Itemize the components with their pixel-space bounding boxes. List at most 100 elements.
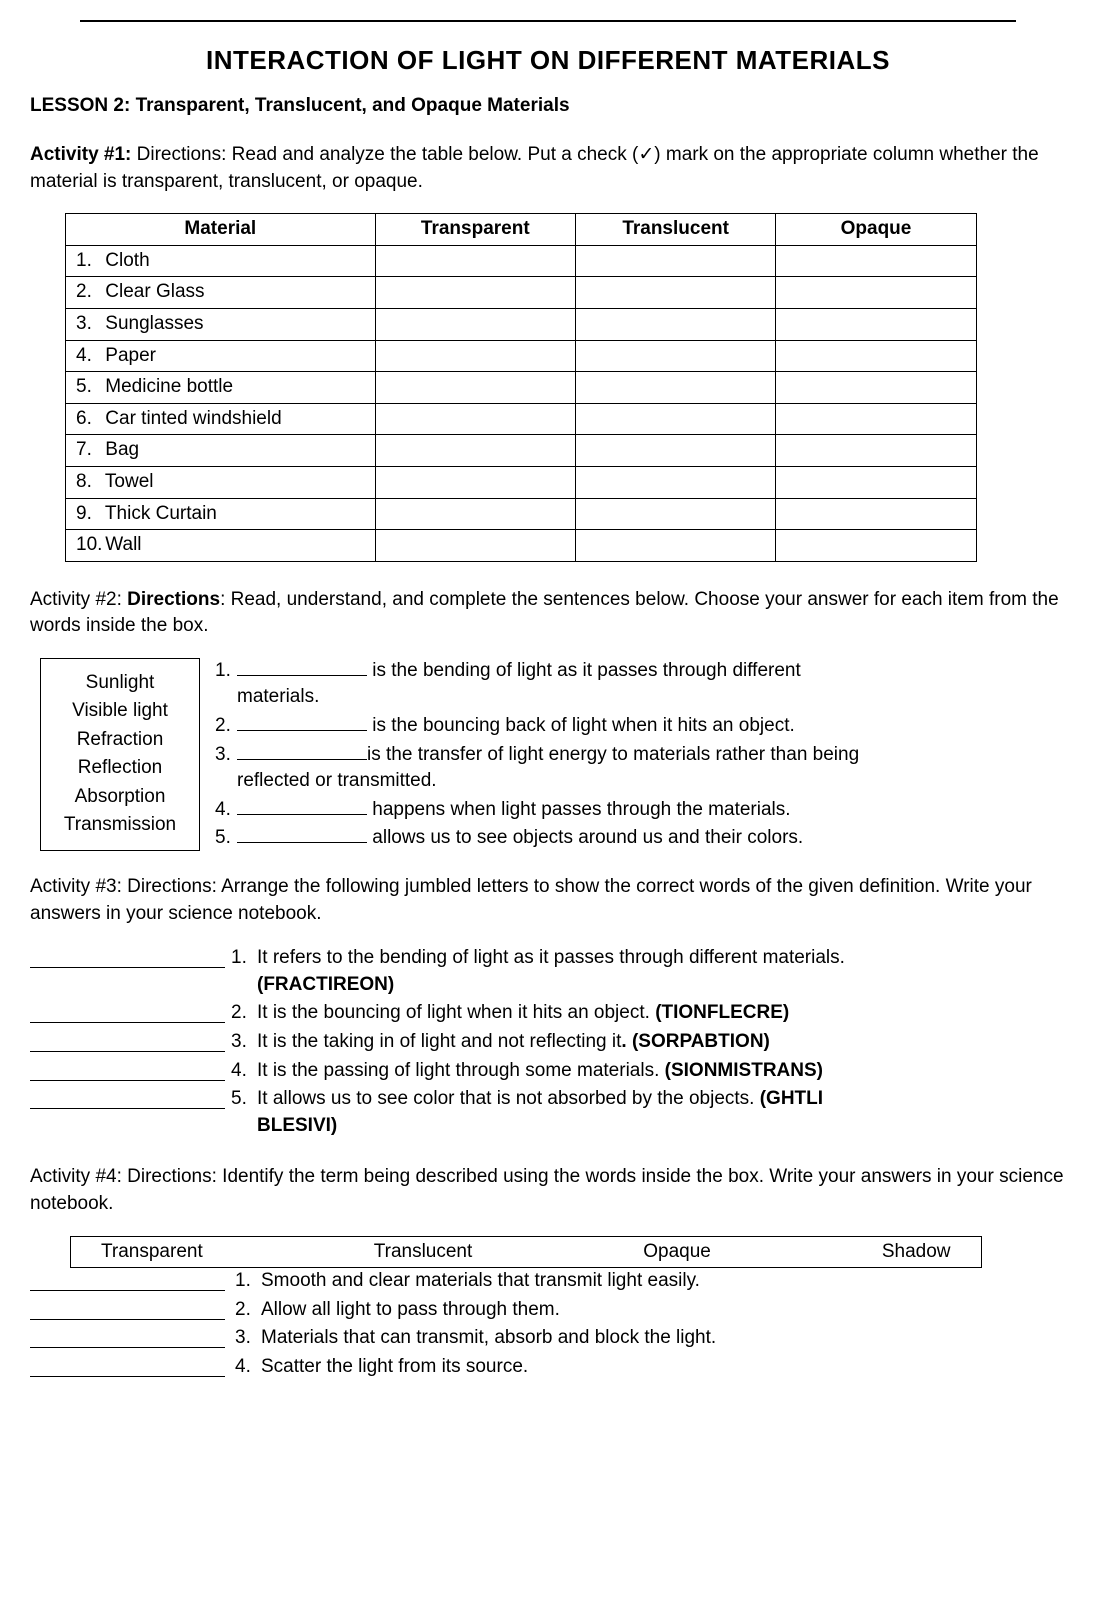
item-number: 2. xyxy=(231,1000,257,1027)
blank-line[interactable] xyxy=(237,814,367,815)
answer-blank[interactable] xyxy=(30,1268,225,1291)
activity4-wordbox: Transparent Translucent Opaque Shadow xyxy=(70,1236,982,1269)
table-row: 8. Towel xyxy=(66,466,977,498)
item-number: 2. xyxy=(215,713,237,740)
check-cell[interactable] xyxy=(375,466,575,498)
blank-line[interactable] xyxy=(237,759,367,760)
check-cell[interactable] xyxy=(375,340,575,372)
box-word: Shadow xyxy=(882,1239,951,1266)
activity4-intro: Activity #4: Directions: Identify the te… xyxy=(30,1164,1066,1217)
check-cell[interactable] xyxy=(575,466,775,498)
table-row: 2. Clear Glass xyxy=(66,277,977,309)
item-number: 4. xyxy=(215,797,237,824)
item-text: allows us to see objects around us and t… xyxy=(237,825,1066,852)
identify-item: 3.Materials that can transmit, absorb an… xyxy=(30,1325,1066,1352)
activity3-intro: Activity #3: Directions: Arrange the fol… xyxy=(30,874,1066,927)
check-cell[interactable] xyxy=(776,498,976,530)
check-cell[interactable] xyxy=(575,403,775,435)
blank-line[interactable] xyxy=(237,730,367,731)
check-cell[interactable] xyxy=(776,530,976,562)
word-option: Reflection xyxy=(55,754,185,783)
col-transparent: Transparent xyxy=(375,214,575,246)
blank-line[interactable] xyxy=(237,675,367,676)
table-row: 4. Paper xyxy=(66,340,977,372)
word-option: Absorption xyxy=(55,783,185,812)
activity2-layout: SunlightVisible lightRefractionReflectio… xyxy=(30,658,1066,854)
item-text: is the bouncing back of light when it hi… xyxy=(237,713,1066,740)
check-cell[interactable] xyxy=(575,530,775,562)
item-number: 4. xyxy=(231,1058,257,1085)
check-cell[interactable] xyxy=(776,340,976,372)
box-word: Opaque xyxy=(643,1239,711,1266)
box-word: Translucent xyxy=(374,1239,473,1266)
box-word: Transparent xyxy=(101,1239,203,1266)
check-cell[interactable] xyxy=(575,277,775,309)
check-cell[interactable] xyxy=(375,372,575,404)
check-cell[interactable] xyxy=(375,403,575,435)
identify-item: 2.Allow all light to pass through them. xyxy=(30,1297,1066,1324)
material-cell: 1. Cloth xyxy=(66,245,376,277)
table-row: 6. Car tinted windshield xyxy=(66,403,977,435)
fill-item: 1. is the bending of light as it passes … xyxy=(215,658,1066,711)
check-cell[interactable] xyxy=(375,277,575,309)
check-cell[interactable] xyxy=(776,277,976,309)
check-cell[interactable] xyxy=(575,245,775,277)
jumble-item: 4.It is the passing of light through som… xyxy=(30,1058,1066,1085)
check-cell[interactable] xyxy=(375,308,575,340)
activity1-label: Activity #1: xyxy=(30,144,131,165)
fill-item: 3.is the transfer of light energy to mat… xyxy=(215,742,1066,795)
check-cell[interactable] xyxy=(575,498,775,530)
answer-blank[interactable] xyxy=(30,1058,225,1081)
page-title: INTERACTION OF LIGHT ON DIFFERENT MATERI… xyxy=(30,42,1066,78)
lesson-heading: LESSON 2: Transparent, Translucent, and … xyxy=(30,93,1066,120)
check-cell[interactable] xyxy=(776,435,976,467)
item-text: is the transfer of light energy to mater… xyxy=(237,742,1066,795)
activity1-intro: Activity #1: Directions: Read and analyz… xyxy=(30,142,1066,195)
check-cell[interactable] xyxy=(375,435,575,467)
check-cell[interactable] xyxy=(375,498,575,530)
word-option: Sunlight xyxy=(55,669,185,698)
item-text: Scatter the light from its source. xyxy=(261,1354,1066,1381)
table-row: 3. Sunglasses xyxy=(66,308,977,340)
activity2-intro: Activity #2: Directions: Read, understan… xyxy=(30,587,1066,640)
col-material: Material xyxy=(66,214,376,246)
word-option: Transmission xyxy=(55,811,185,840)
answer-blank[interactable] xyxy=(30,945,225,968)
answer-blank[interactable] xyxy=(30,1086,225,1109)
item-text: Smooth and clear materials that transmit… xyxy=(261,1268,1066,1295)
check-cell[interactable] xyxy=(575,308,775,340)
identify-item: 1.Smooth and clear materials that transm… xyxy=(30,1268,1066,1295)
jumble-item: 1.It refers to the bending of light as i… xyxy=(30,945,1066,998)
check-cell[interactable] xyxy=(575,435,775,467)
item-number: 3. xyxy=(235,1325,261,1352)
item-text: is the bending of light as it passes thr… xyxy=(237,658,1066,711)
answer-blank[interactable] xyxy=(30,1297,225,1320)
check-cell[interactable] xyxy=(776,372,976,404)
answer-blank[interactable] xyxy=(30,1354,225,1377)
check-cell[interactable] xyxy=(575,372,775,404)
blank-line[interactable] xyxy=(237,842,367,843)
check-cell[interactable] xyxy=(776,308,976,340)
material-cell: 6. Car tinted windshield xyxy=(66,403,376,435)
check-cell[interactable] xyxy=(776,466,976,498)
table-row: 10. Wall xyxy=(66,530,977,562)
fill-item: 5. allows us to see objects around us an… xyxy=(215,825,1066,852)
check-cell[interactable] xyxy=(776,245,976,277)
jumble-item: 2.It is the bouncing of light when it hi… xyxy=(30,1000,1066,1027)
col-translucent: Translucent xyxy=(575,214,775,246)
check-cell[interactable] xyxy=(575,340,775,372)
answer-blank[interactable] xyxy=(30,1029,225,1052)
answer-blank[interactable] xyxy=(30,1000,225,1023)
activity2-pre: Activity #2: xyxy=(30,589,127,610)
jumble-item: 3.It is the taking in of light and not r… xyxy=(30,1029,1066,1056)
identify-list: 1.Smooth and clear materials that transm… xyxy=(30,1268,1066,1380)
answer-blank[interactable] xyxy=(30,1325,225,1348)
top-divider xyxy=(80,20,1016,22)
check-cell[interactable] xyxy=(375,530,575,562)
fill-item: 2. is the bouncing back of light when it… xyxy=(215,713,1066,740)
table-row: 7. Bag xyxy=(66,435,977,467)
check-cell[interactable] xyxy=(776,403,976,435)
check-cell[interactable] xyxy=(375,245,575,277)
item-number: 3. xyxy=(231,1029,257,1056)
item-text: It is the bouncing of light when it hits… xyxy=(257,1000,1066,1027)
